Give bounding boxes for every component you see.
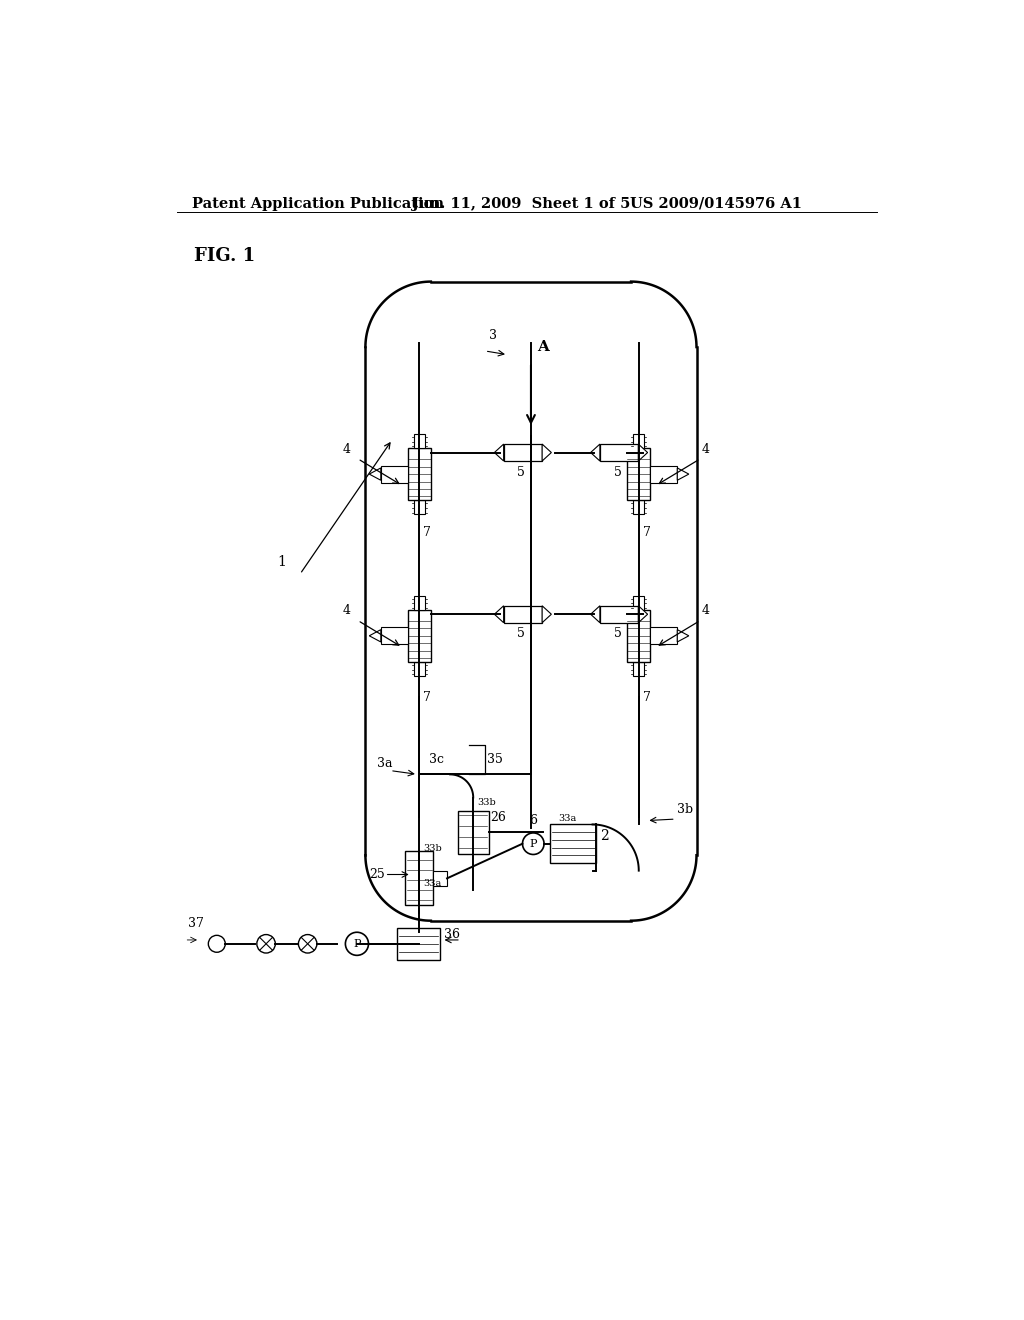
Text: 7: 7 — [423, 692, 431, 705]
Polygon shape — [591, 444, 600, 461]
Text: 25: 25 — [370, 869, 385, 882]
Text: P: P — [353, 939, 360, 949]
Bar — [397, 928, 439, 960]
Bar — [414, 434, 425, 447]
Bar — [414, 663, 425, 676]
Text: 26: 26 — [490, 810, 506, 824]
Text: 7: 7 — [423, 525, 431, 539]
Bar — [650, 627, 677, 644]
Polygon shape — [542, 444, 551, 461]
Polygon shape — [638, 444, 647, 461]
Text: US 2009/0145976 A1: US 2009/0145976 A1 — [630, 197, 802, 211]
Circle shape — [257, 935, 275, 953]
Text: 4: 4 — [342, 605, 350, 618]
Polygon shape — [370, 469, 381, 480]
Text: Patent Application Publication: Patent Application Publication — [193, 197, 444, 211]
Circle shape — [208, 936, 225, 952]
Bar — [504, 606, 542, 623]
Bar — [381, 627, 408, 644]
Text: 7: 7 — [643, 692, 650, 705]
Text: 3a: 3a — [377, 756, 392, 770]
Text: 6: 6 — [529, 814, 538, 828]
Text: 3: 3 — [488, 330, 497, 342]
Circle shape — [298, 935, 316, 953]
Text: 33a: 33a — [558, 813, 577, 822]
Bar — [600, 606, 638, 623]
Text: 2: 2 — [600, 829, 609, 843]
Polygon shape — [370, 630, 381, 642]
Bar — [408, 447, 431, 500]
Text: 4: 4 — [701, 442, 710, 455]
Bar — [650, 466, 677, 483]
Bar — [414, 595, 425, 610]
Text: 5: 5 — [517, 627, 525, 640]
Polygon shape — [542, 606, 551, 623]
Polygon shape — [638, 606, 647, 623]
Text: 5: 5 — [613, 466, 622, 479]
Bar — [634, 434, 644, 447]
Text: 36: 36 — [444, 928, 460, 941]
Bar — [406, 851, 433, 906]
Bar — [628, 610, 650, 663]
Polygon shape — [677, 630, 689, 642]
Text: P: P — [529, 838, 537, 849]
Circle shape — [522, 833, 544, 854]
Bar — [634, 663, 644, 676]
Text: 7: 7 — [643, 525, 650, 539]
Bar — [634, 500, 644, 515]
Bar — [414, 500, 425, 515]
Bar — [433, 871, 447, 886]
Bar — [634, 595, 644, 610]
Text: FIG. 1: FIG. 1 — [194, 247, 255, 265]
Bar — [628, 447, 650, 500]
Polygon shape — [495, 444, 504, 461]
Polygon shape — [591, 606, 600, 623]
Text: 5: 5 — [517, 466, 525, 479]
Text: A: A — [538, 341, 549, 354]
Circle shape — [345, 932, 369, 956]
Polygon shape — [677, 469, 689, 480]
Text: 33b: 33b — [477, 799, 496, 808]
Text: 1: 1 — [276, 556, 286, 569]
Text: 37: 37 — [187, 917, 204, 929]
Bar — [504, 444, 542, 461]
Bar — [550, 825, 596, 863]
Bar — [408, 610, 431, 663]
Text: 4: 4 — [342, 442, 350, 455]
Bar — [381, 466, 408, 483]
Bar — [600, 444, 638, 461]
Text: 3c: 3c — [429, 752, 443, 766]
Text: 33a: 33a — [423, 879, 441, 888]
Bar — [458, 810, 488, 854]
Text: 5: 5 — [613, 627, 622, 640]
Text: 3b: 3b — [677, 803, 693, 816]
Text: 4: 4 — [701, 605, 710, 618]
Polygon shape — [495, 606, 504, 623]
Text: Jun. 11, 2009  Sheet 1 of 5: Jun. 11, 2009 Sheet 1 of 5 — [412, 197, 630, 211]
Text: 33b: 33b — [423, 845, 442, 854]
Text: 35: 35 — [487, 754, 503, 767]
